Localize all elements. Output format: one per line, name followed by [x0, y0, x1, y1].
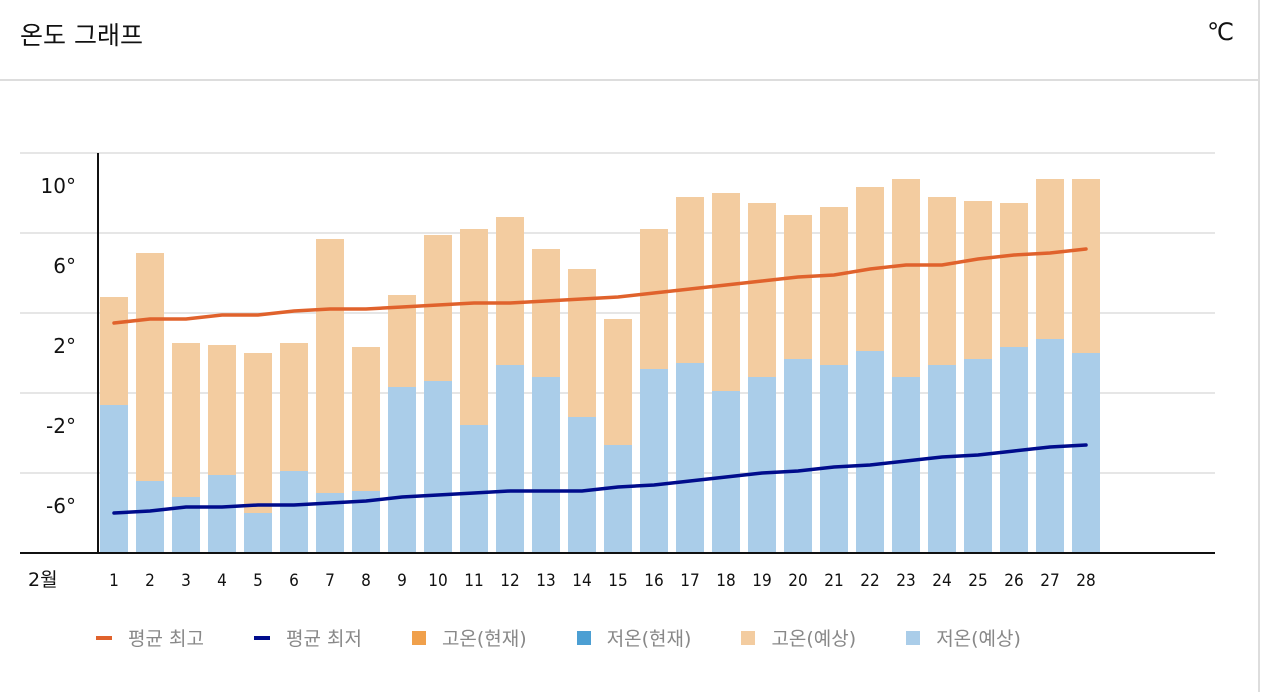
y-tick-label: 10° — [41, 174, 76, 198]
x-tick-label: 15 — [608, 571, 627, 591]
bar-low-forecast — [640, 369, 668, 553]
bar-low-forecast — [604, 445, 632, 553]
x-tick-label: 10 — [428, 571, 447, 591]
legend-swatch — [741, 630, 756, 645]
avg-high-line — [112, 247, 1088, 325]
bar-low-forecast — [280, 471, 308, 553]
y-tick-label: -2° — [46, 414, 76, 438]
x-tick-label: 23 — [896, 571, 915, 591]
bar-low-forecast — [712, 391, 740, 553]
bar-low-forecast — [208, 475, 236, 553]
bar-low-forecast — [460, 425, 488, 553]
x-axis-label: 2월 — [28, 569, 58, 591]
x-tick-label: 21 — [824, 571, 843, 591]
x-tick-label: 5 — [253, 571, 263, 591]
x-tick-label: 17 — [680, 571, 699, 591]
legend-swatch — [411, 630, 426, 645]
bar-low-forecast — [496, 365, 524, 553]
legend-swatch — [96, 635, 112, 640]
bar-low-forecast — [784, 359, 812, 553]
legend-item[interactable]: 평균 최저 — [253, 624, 362, 651]
legend-label: 저온(현재) — [606, 628, 692, 650]
x-tick-label: 14 — [572, 571, 591, 591]
legend-label: 평균 최고 — [128, 628, 204, 650]
x-tick-label: 12 — [500, 571, 519, 591]
x-tick-label: 24 — [932, 571, 951, 591]
bar-low-forecast — [136, 481, 164, 553]
bar-low-forecast — [748, 377, 776, 553]
x-tick-label: 13 — [536, 571, 555, 591]
y-tick-label: -6° — [46, 494, 76, 518]
chart-title: 온도 그래프 — [20, 21, 143, 50]
y-tick-label: 6° — [53, 254, 76, 278]
x-tick-label: 4 — [217, 571, 227, 591]
legend-swatch — [576, 630, 591, 645]
unit-label: ℃ — [1207, 18, 1234, 46]
legend-item[interactable]: 저온(현재) — [576, 624, 692, 651]
legend-item[interactable]: 저온(예상) — [906, 624, 1021, 651]
x-tick-label: 3 — [181, 571, 191, 591]
legend-label: 평균 최저 — [285, 628, 362, 650]
bar-low-forecast — [820, 365, 848, 553]
chart-legend: 평균 최고 평균 최저 고온(현재) 저온(현재) 고온(예상) 저온(예상) — [96, 624, 1071, 651]
legend-label: 고온(예상) — [771, 628, 857, 650]
x-tick-label: 8 — [361, 571, 371, 591]
bar-low-forecast — [100, 405, 128, 553]
x-tick-label: 9 — [397, 571, 407, 591]
bar-low-forecast — [424, 381, 452, 553]
x-tick-label: 1 — [109, 571, 119, 591]
bar-low-forecast — [856, 351, 884, 553]
legend-label: 고온(현재) — [441, 628, 527, 650]
bar-low-forecast — [676, 363, 704, 553]
x-tick-label: 2 — [145, 571, 155, 591]
x-tick-label: 16 — [644, 571, 663, 591]
bar-low-forecast — [892, 377, 920, 553]
x-tick-label: 6 — [289, 571, 299, 591]
x-tick-label: 11 — [464, 571, 483, 591]
x-tick-label: 7 — [325, 571, 335, 591]
legend-item[interactable]: 평균 최고 — [96, 624, 204, 651]
avg-low-line — [112, 443, 1088, 515]
legend-swatch — [253, 635, 270, 640]
x-tick-label: 27 — [1040, 571, 1059, 591]
chart-header: 온도 그래프 ℃ — [0, 0, 1258, 81]
legend-swatch — [906, 630, 921, 645]
x-tick-label: 18 — [716, 571, 735, 591]
legend-label: 저온(예상) — [936, 628, 1021, 650]
x-tick-label: 20 — [788, 571, 807, 591]
x-tick-label: 22 — [860, 571, 879, 591]
bar-low-forecast — [388, 387, 416, 553]
x-tick-label: 19 — [752, 571, 771, 591]
legend-item[interactable]: 고온(예상) — [741, 624, 856, 651]
x-tick-label: 28 — [1076, 571, 1095, 591]
y-tick-label: 2° — [53, 334, 76, 358]
bar-low-forecast — [1072, 353, 1100, 553]
legend-item[interactable]: 고온(현재) — [411, 624, 527, 651]
x-tick-label: 25 — [968, 571, 987, 591]
bar-low-forecast — [568, 417, 596, 553]
bar-low-forecast — [244, 513, 272, 553]
x-tick-label: 26 — [1004, 571, 1023, 591]
bar-low-forecast — [532, 377, 560, 553]
